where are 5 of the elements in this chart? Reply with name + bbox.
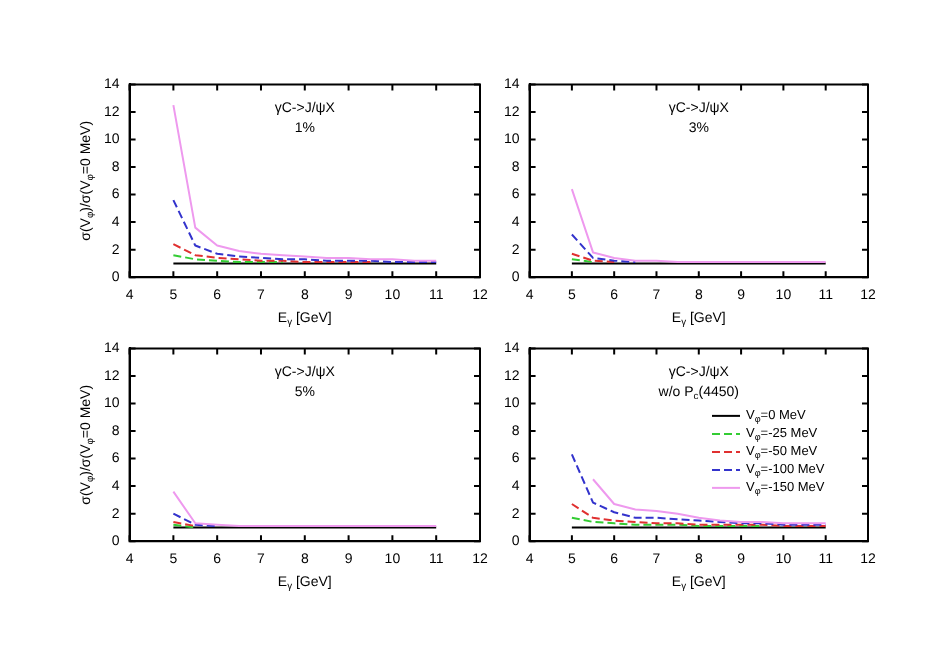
line-series bbox=[172, 199, 438, 264]
line-series bbox=[570, 233, 637, 264]
line-series bbox=[570, 503, 827, 528]
line-series bbox=[172, 243, 372, 264]
line-series bbox=[570, 453, 827, 526]
